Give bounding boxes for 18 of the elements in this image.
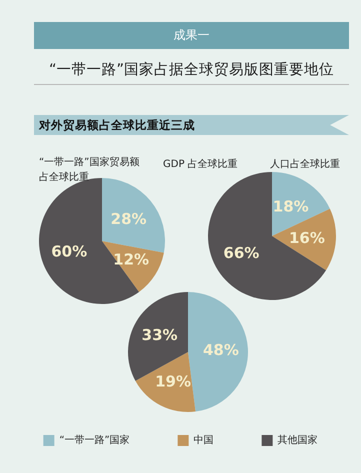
text: 成果一 — [34, 22, 349, 49]
chart-title: “一带一路”国家贸易额占全球比重 — [39, 156, 140, 183]
text: “一带一路”国家占据全球贸易版图重要地位 — [34, 55, 349, 85]
data-label: 12% — [113, 250, 150, 268]
chart-title: 人口占全球比重 — [270, 158, 340, 170]
data-label: 48% — [202, 340, 239, 359]
data-label: 33% — [142, 326, 178, 344]
text: 对外贸易额占全球比重近三成 — [34, 115, 349, 135]
legend-label: 其他国家 — [278, 434, 318, 446]
legend-label: “一带一路”国家 — [59, 434, 130, 446]
data-label: 16% — [288, 229, 325, 248]
chart-title: GDP 占全球比重 — [163, 158, 238, 170]
legend-label: 中国 — [194, 434, 214, 446]
data-label: 60% — [51, 242, 88, 261]
data-label: 66% — [223, 244, 260, 262]
data-label: 19% — [155, 372, 191, 390]
data-label: 28% — [110, 210, 147, 228]
data-label: 18% — [272, 197, 309, 216]
